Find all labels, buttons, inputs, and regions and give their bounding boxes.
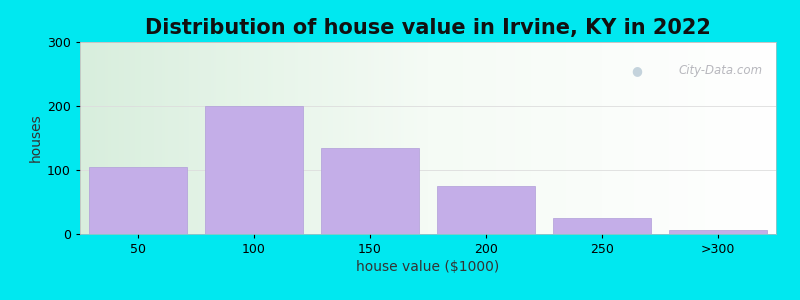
Bar bbox=[669, 230, 767, 234]
Text: ●: ● bbox=[631, 64, 642, 77]
X-axis label: house value ($1000): house value ($1000) bbox=[356, 260, 500, 274]
Bar bbox=[89, 167, 187, 234]
Bar bbox=[321, 148, 419, 234]
Bar bbox=[437, 186, 535, 234]
Text: City-Data.com: City-Data.com bbox=[678, 64, 762, 77]
Title: Distribution of house value in Irvine, KY in 2022: Distribution of house value in Irvine, K… bbox=[145, 18, 711, 38]
Bar bbox=[205, 106, 303, 234]
Y-axis label: houses: houses bbox=[29, 114, 43, 162]
Bar bbox=[553, 218, 651, 234]
